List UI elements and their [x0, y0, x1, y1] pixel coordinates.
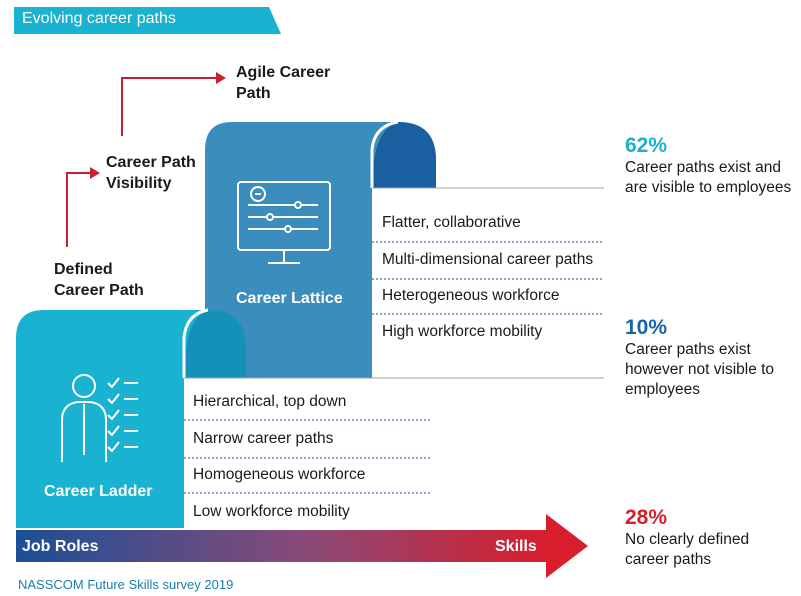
step-career-path-visibility: Career Path Visibility: [106, 154, 196, 192]
stat-block: 10% Career paths exist however not visibl…: [625, 316, 774, 400]
stat-percent: 62%: [625, 134, 668, 157]
stat-description: No clearly defined career paths: [625, 531, 750, 568]
axis-label-skills: Skills: [495, 538, 537, 555]
header-tag: [14, 7, 281, 34]
computer-settings-icon: [237, 181, 331, 264]
stat-percent: 28%: [625, 506, 668, 529]
job-roles-skills-axis: [16, 514, 588, 578]
step-defined-career-path: Defined Career Path: [54, 261, 144, 299]
step-arrow-lower-head: [90, 167, 100, 179]
ladder-item: Homogeneous workforce: [193, 466, 366, 483]
lattice-item: Heterogeneous workforce: [382, 287, 560, 304]
step-arrow-upper-head: [216, 72, 226, 84]
step-arrow-lower: [66, 172, 92, 247]
axis-label-job-roles: Job Roles: [22, 538, 99, 555]
step-arrow-upper: [121, 77, 218, 136]
stat-description: Career paths exist however not visible to…: [625, 341, 775, 398]
career-ladder-label: Career Ladder: [44, 483, 153, 500]
ladder-separators: [184, 419, 432, 494]
ladder-item: Low workforce mobility: [193, 503, 350, 520]
lattice-item: Multi-dimensional career paths: [382, 251, 594, 268]
career-ladder-panel: [16, 308, 246, 528]
lattice-item: Flatter, collaborative: [382, 214, 521, 231]
ladder-item: Hierarchical, top down: [193, 393, 347, 410]
stat-block: 28% No clearly defined career paths: [625, 506, 749, 570]
stat-description: Career paths exist and are visible to emp…: [625, 159, 792, 196]
lattice-item: High workforce mobility: [382, 323, 543, 340]
step-agile-career-path: Agile Career Path: [236, 64, 331, 102]
career-lattice-label: Career Lattice: [236, 290, 343, 307]
ladder-item: Narrow career paths: [193, 430, 334, 447]
person-checklist-icon: [61, 374, 138, 462]
stat-block: 62% Career paths exist and are visible to…: [625, 134, 791, 198]
stat-percent: 10%: [625, 316, 668, 339]
header-title: Evolving career paths: [22, 10, 176, 27]
source-note: NASSCOM Future Skills survey 2019: [18, 577, 234, 592]
lattice-separators: [372, 241, 604, 315]
